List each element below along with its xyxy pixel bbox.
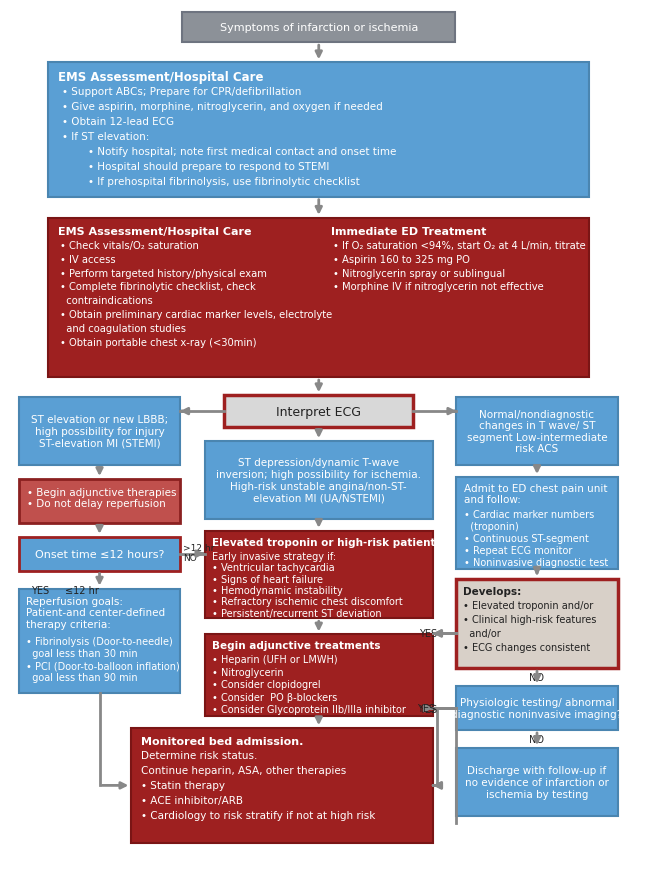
Text: • Ventricular tachycardia: • Ventricular tachycardia xyxy=(213,563,335,572)
Text: • If O₂ saturation <94%, start O₂ at 4 L/min, titrate: • If O₂ saturation <94%, start O₂ at 4 L… xyxy=(333,241,586,250)
Text: • ACE inhibitor/ARB: • ACE inhibitor/ARB xyxy=(141,795,243,805)
Text: EMS Assessment/Hospital Care: EMS Assessment/Hospital Care xyxy=(58,227,252,236)
Bar xyxy=(19,479,180,523)
Text: Symptoms of infarction or ischemia: Symptoms of infarction or ischemia xyxy=(220,24,418,33)
Text: Interpret ECG: Interpret ECG xyxy=(276,405,361,418)
Bar xyxy=(19,589,180,694)
Text: • Signs of heart failure: • Signs of heart failure xyxy=(213,574,323,584)
Text: Normal/nondiagnostic
changes in T wave/ ST
segment Low-intermediate
risk ACS: Normal/nondiagnostic changes in T wave/ … xyxy=(467,409,607,454)
Bar xyxy=(205,442,433,519)
Bar xyxy=(456,398,618,465)
Bar xyxy=(456,748,618,816)
Text: • Nitroglycerin spray or sublingual: • Nitroglycerin spray or sublingual xyxy=(333,269,506,278)
Text: • PCI (Door-to-balloon inflation): • PCI (Door-to-balloon inflation) xyxy=(26,660,179,671)
Text: • Noninvasive diagnostic test: • Noninvasive diagnostic test xyxy=(464,557,608,567)
Text: Begin adjunctive treatments: Begin adjunctive treatments xyxy=(213,641,381,651)
Text: • Obtain preliminary cardiac marker levels, electrolyte: • Obtain preliminary cardiac marker leve… xyxy=(60,310,332,320)
Bar xyxy=(19,398,180,465)
Text: and/or: and/or xyxy=(463,629,501,638)
Bar xyxy=(456,687,618,730)
Text: • Statin therapy: • Statin therapy xyxy=(141,780,225,790)
Text: • Clinical high-risk features: • Clinical high-risk features xyxy=(463,615,597,625)
Bar xyxy=(131,728,433,843)
Text: • ECG changes consistent: • ECG changes consistent xyxy=(463,643,590,652)
Text: Monitored bed admission.: Monitored bed admission. xyxy=(141,737,304,746)
Text: Develops:: Develops: xyxy=(463,586,521,596)
Text: • Perform targeted history/physical exam: • Perform targeted history/physical exam xyxy=(60,269,267,278)
Text: NO: NO xyxy=(183,553,197,562)
Text: YES: YES xyxy=(417,703,435,713)
Text: • Give aspirin, morphine, nitroglycerin, and oxygen if needed: • Give aspirin, morphine, nitroglycerin,… xyxy=(62,102,383,112)
Text: • Hospital should prepare to respond to STEMI: • Hospital should prepare to respond to … xyxy=(62,162,330,172)
Text: ST depression/dynamic T-wave
inversion; high possibility for ischemia.
High-risk: ST depression/dynamic T-wave inversion; … xyxy=(216,458,421,503)
Text: • Obtain portable chest x-ray (<30min): • Obtain portable chest x-ray (<30min) xyxy=(60,338,257,348)
Text: • Nitroglycerin: • Nitroglycerin xyxy=(213,667,284,677)
Text: • Elevated troponin and/or: • Elevated troponin and/or xyxy=(463,601,593,611)
Text: EMS Assessment/Hospital Care: EMS Assessment/Hospital Care xyxy=(58,71,263,84)
Text: Admit to ED chest pain unit
and follow:: Admit to ED chest pain unit and follow: xyxy=(464,483,608,505)
Text: Early invasive strategy if:: Early invasive strategy if: xyxy=(213,551,337,561)
Text: Determine risk status.: Determine risk status. xyxy=(141,750,257,760)
Text: • Complete fibrinolytic checklist, check: • Complete fibrinolytic checklist, check xyxy=(60,282,255,292)
Text: • Begin adjunctive therapies
• Do not delay reperfusion: • Begin adjunctive therapies • Do not de… xyxy=(27,487,176,509)
Text: • Notify hospital; note first medical contact and onset time: • Notify hospital; note first medical co… xyxy=(62,147,396,157)
Text: • IV access: • IV access xyxy=(60,255,116,264)
Text: • Cardiac marker numbers: • Cardiac marker numbers xyxy=(464,509,595,519)
Text: • Consider Glycoprotein IIb/IIIa inhibitor: • Consider Glycoprotein IIb/IIIa inhibit… xyxy=(213,704,406,715)
Text: Elevated troponin or high-risk patient: Elevated troponin or high-risk patient xyxy=(213,537,436,547)
Text: • Consider  PO β-blockers: • Consider PO β-blockers xyxy=(213,692,337,702)
Bar xyxy=(48,219,590,378)
Text: • Obtain 12-lead ECG: • Obtain 12-lead ECG xyxy=(62,117,174,127)
Text: NO: NO xyxy=(529,734,544,745)
Bar xyxy=(48,63,590,198)
Bar xyxy=(224,396,413,428)
Text: • Repeat ECG monitor: • Repeat ECG monitor xyxy=(464,545,573,555)
Text: • Fibrinolysis (Door-to-needle): • Fibrinolysis (Door-to-needle) xyxy=(26,637,172,646)
Text: goal less than 90 min: goal less than 90 min xyxy=(26,673,137,682)
Bar xyxy=(456,579,618,668)
Text: Discharge with follow-up if
no evidence of infarction or
ischemia by testing: Discharge with follow-up if no evidence … xyxy=(465,766,609,799)
Text: • Check vitals/O₂ saturation: • Check vitals/O₂ saturation xyxy=(60,241,199,250)
Text: YES: YES xyxy=(419,704,437,715)
Text: • Heparin (UFH or LMWH): • Heparin (UFH or LMWH) xyxy=(213,655,338,665)
Text: • Consider clopidogrel: • Consider clopidogrel xyxy=(213,680,321,689)
Text: • Support ABCs; Prepare for CPR/defibrillation: • Support ABCs; Prepare for CPR/defibril… xyxy=(62,87,302,97)
Text: Physiologic testing/ abnormal
diagnostic noninvasive imaging?: Physiologic testing/ abnormal diagnostic… xyxy=(452,697,623,719)
Bar xyxy=(205,531,433,619)
Text: • Continuous ST-segment: • Continuous ST-segment xyxy=(464,533,589,543)
Text: • Morphine IV if nitroglycerin not effective: • Morphine IV if nitroglycerin not effec… xyxy=(333,282,544,292)
Bar xyxy=(19,537,180,571)
Text: Onset time ≤12 hours?: Onset time ≤12 hours? xyxy=(35,549,164,559)
Text: • Aspirin 160 to 325 mg PO: • Aspirin 160 to 325 mg PO xyxy=(333,255,470,264)
Text: • Cardiology to risk stratify if not at high risk: • Cardiology to risk stratify if not at … xyxy=(141,810,376,820)
Text: >12 hr: >12 hr xyxy=(183,543,214,552)
Text: Continue heparin, ASA, other therapies: Continue heparin, ASA, other therapies xyxy=(141,765,346,775)
Text: • If ST elevation:: • If ST elevation: xyxy=(62,132,150,142)
Bar xyxy=(182,13,456,43)
Text: ≤12 hr: ≤12 hr xyxy=(65,585,99,595)
Text: NO: NO xyxy=(529,673,544,682)
Text: contraindications: contraindications xyxy=(60,296,153,306)
Text: (troponin): (troponin) xyxy=(464,522,519,531)
Bar xyxy=(456,478,618,569)
Text: • Persistent/recurrent ST deviation: • Persistent/recurrent ST deviation xyxy=(213,608,382,618)
Text: ST elevation or new LBBB;
high possibility for injury
ST-elevation MI (STEMI): ST elevation or new LBBB; high possibili… xyxy=(31,415,168,448)
Bar xyxy=(205,635,433,716)
Text: YES: YES xyxy=(419,629,437,638)
Text: and coagulation studies: and coagulation studies xyxy=(60,324,186,334)
Text: • Hemodynamic instability: • Hemodynamic instability xyxy=(213,586,343,595)
Text: Immediate ED Treatment: Immediate ED Treatment xyxy=(332,227,487,236)
Text: • If prehospital fibrinolysis, use fibrinolytic checklist: • If prehospital fibrinolysis, use fibri… xyxy=(62,176,359,187)
Text: • Refractory ischemic chest discomfort: • Refractory ischemic chest discomfort xyxy=(213,597,403,607)
Text: YES: YES xyxy=(31,585,49,595)
Text: Reperfusion goals:
Patient-and center-defined
therapy criteria:: Reperfusion goals: Patient-and center-de… xyxy=(26,596,165,629)
Text: goal less than 30 min: goal less than 30 min xyxy=(26,649,137,658)
